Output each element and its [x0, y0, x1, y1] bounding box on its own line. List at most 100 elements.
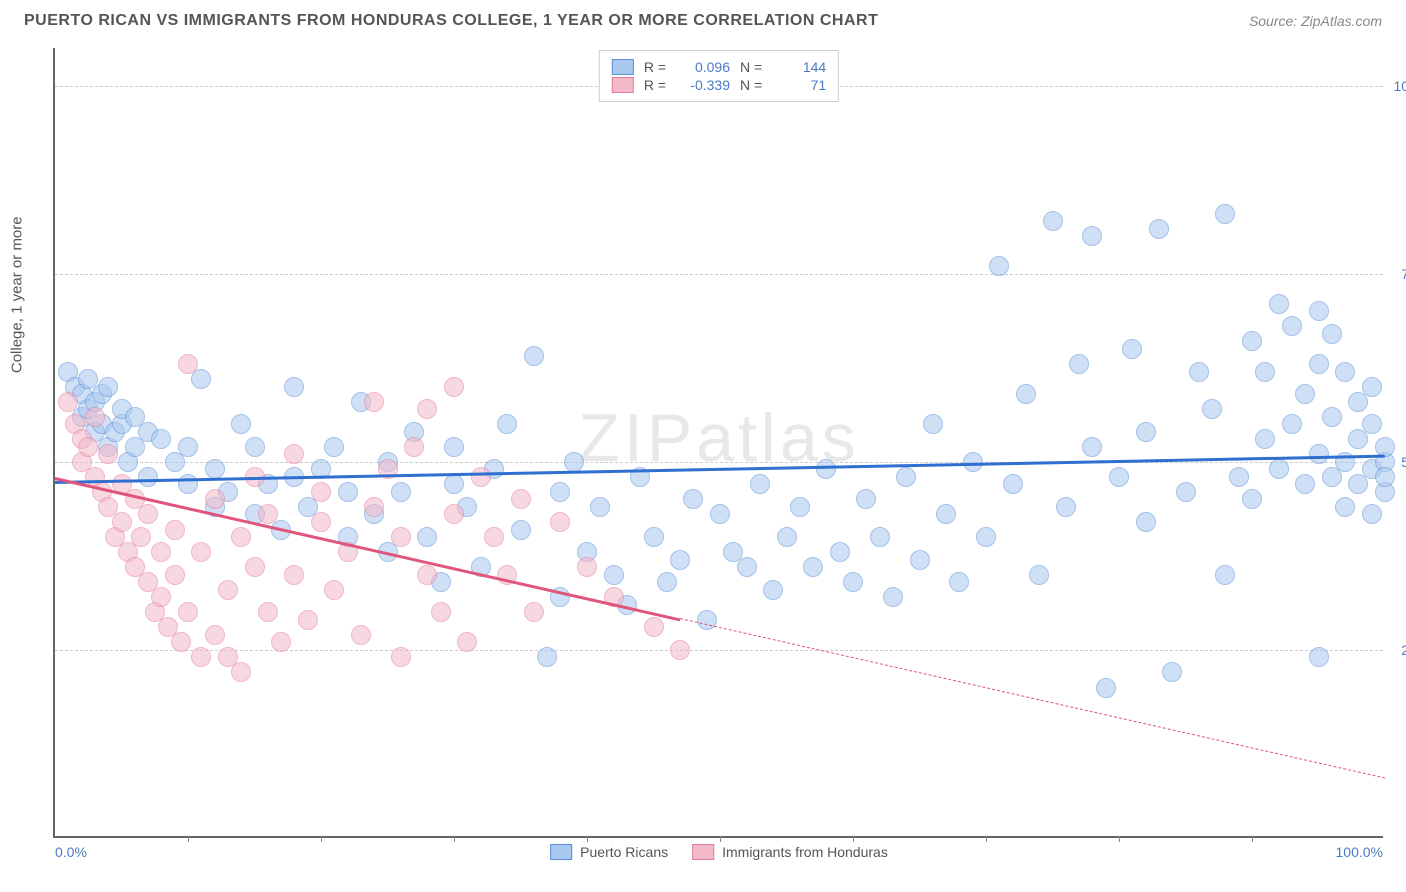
data-point	[444, 437, 464, 457]
data-point	[178, 602, 198, 622]
y-tick-label: 50.0%	[1401, 454, 1406, 470]
data-point	[1122, 339, 1142, 359]
r-label: R =	[644, 59, 666, 75]
y-tick-label: 75.0%	[1401, 266, 1406, 282]
y-tick-label: 100.0%	[1394, 78, 1406, 94]
data-point	[417, 527, 437, 547]
data-point	[131, 527, 151, 547]
x-tick	[1252, 836, 1253, 842]
data-point	[1215, 565, 1235, 585]
data-point	[790, 497, 810, 517]
data-point	[271, 632, 291, 652]
data-point	[231, 527, 251, 547]
data-point	[644, 617, 664, 637]
legend-item: Puerto Ricans	[550, 844, 668, 860]
data-point	[1016, 384, 1036, 404]
data-point	[1082, 226, 1102, 246]
data-point	[98, 444, 118, 464]
data-point	[870, 527, 890, 547]
data-point	[537, 647, 557, 667]
data-point	[311, 512, 331, 532]
data-point	[511, 489, 531, 509]
data-point	[1322, 407, 1342, 427]
data-point	[1149, 219, 1169, 239]
data-point	[657, 572, 677, 592]
data-point	[1136, 422, 1156, 442]
r-label: R =	[644, 77, 666, 93]
data-point	[258, 602, 278, 622]
data-point	[1162, 662, 1182, 682]
y-tick-label: 25.0%	[1401, 642, 1406, 658]
legend-swatch	[612, 59, 634, 75]
data-point	[1082, 437, 1102, 457]
data-point	[205, 489, 225, 509]
data-point	[976, 527, 996, 547]
data-point	[949, 572, 969, 592]
data-point	[936, 504, 956, 524]
data-point	[1335, 497, 1355, 517]
data-point	[737, 557, 757, 577]
data-point	[417, 565, 437, 585]
data-point	[205, 625, 225, 645]
data-point	[191, 542, 211, 562]
data-point	[311, 482, 331, 502]
r-value: -0.339	[676, 77, 730, 93]
data-point	[404, 437, 424, 457]
data-point	[417, 399, 437, 419]
data-point	[324, 437, 344, 457]
plot-area: ZIPatlas 25.0%50.0%75.0%100.0%0.0%100.0%…	[53, 48, 1383, 838]
data-point	[284, 444, 304, 464]
data-point	[284, 565, 304, 585]
data-point	[683, 489, 703, 509]
data-point	[524, 602, 544, 622]
data-point	[1255, 362, 1275, 382]
data-point	[1309, 354, 1329, 374]
data-point	[151, 542, 171, 562]
trend-line	[680, 618, 1385, 778]
data-point	[151, 429, 171, 449]
data-point	[138, 467, 158, 487]
data-point	[1295, 384, 1315, 404]
data-point	[1362, 414, 1382, 434]
data-point	[670, 640, 690, 660]
data-point	[391, 647, 411, 667]
data-point	[1362, 377, 1382, 397]
data-point	[231, 662, 251, 682]
data-point	[178, 354, 198, 374]
data-point	[78, 437, 98, 457]
data-point	[298, 610, 318, 630]
data-point	[191, 647, 211, 667]
chart-header: PUERTO RICAN VS IMMIGRANTS FROM HONDURAS…	[0, 0, 1406, 38]
data-point	[165, 520, 185, 540]
data-point	[1282, 316, 1302, 336]
n-value: 71	[772, 77, 826, 93]
data-point	[178, 437, 198, 457]
data-point	[351, 625, 371, 645]
data-point	[843, 572, 863, 592]
data-point	[1136, 512, 1156, 532]
data-point	[58, 392, 78, 412]
data-point	[1295, 474, 1315, 494]
legend-swatch	[550, 844, 572, 860]
data-point	[670, 550, 690, 570]
data-point	[856, 489, 876, 509]
data-point	[1003, 474, 1023, 494]
data-point	[896, 467, 916, 487]
data-point	[1189, 362, 1209, 382]
data-point	[1109, 467, 1129, 487]
legend-label: Puerto Ricans	[580, 844, 668, 860]
data-point	[1043, 211, 1063, 231]
data-point	[484, 527, 504, 547]
gridline-h	[55, 274, 1383, 275]
data-point	[1229, 467, 1249, 487]
legend-item: Immigrants from Honduras	[692, 844, 888, 860]
data-point	[444, 474, 464, 494]
data-point	[1242, 331, 1262, 351]
stats-legend-row: R =-0.339N =71	[612, 77, 826, 93]
data-point	[457, 632, 477, 652]
data-point	[1255, 429, 1275, 449]
data-point	[1375, 467, 1395, 487]
data-point	[231, 414, 251, 434]
data-point	[644, 527, 664, 547]
data-point	[511, 520, 531, 540]
